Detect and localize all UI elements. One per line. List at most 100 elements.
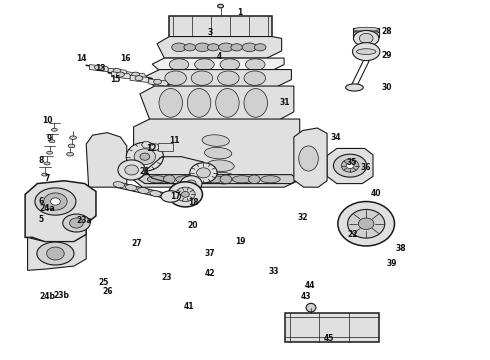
Ellipse shape xyxy=(207,160,234,171)
Ellipse shape xyxy=(359,33,373,43)
Text: 42: 42 xyxy=(204,269,215,278)
Ellipse shape xyxy=(195,43,210,51)
Ellipse shape xyxy=(345,84,363,91)
Text: 24b: 24b xyxy=(39,292,55,301)
Ellipse shape xyxy=(244,89,268,117)
Ellipse shape xyxy=(42,173,48,176)
Polygon shape xyxy=(140,86,294,120)
Ellipse shape xyxy=(37,242,74,265)
Polygon shape xyxy=(157,37,282,58)
Text: 3: 3 xyxy=(207,28,213,37)
Ellipse shape xyxy=(132,72,140,77)
Ellipse shape xyxy=(186,180,196,187)
Ellipse shape xyxy=(135,76,143,81)
Ellipse shape xyxy=(181,192,189,197)
Ellipse shape xyxy=(134,149,156,165)
Polygon shape xyxy=(327,148,373,184)
Text: 20: 20 xyxy=(187,221,197,230)
Ellipse shape xyxy=(147,176,167,183)
Ellipse shape xyxy=(68,144,75,148)
Ellipse shape xyxy=(216,89,239,117)
Polygon shape xyxy=(149,79,168,86)
Polygon shape xyxy=(86,133,127,187)
Ellipse shape xyxy=(44,162,50,165)
Ellipse shape xyxy=(150,190,161,197)
Polygon shape xyxy=(127,72,147,79)
Ellipse shape xyxy=(244,71,266,85)
Ellipse shape xyxy=(358,218,374,229)
Ellipse shape xyxy=(195,59,214,70)
Ellipse shape xyxy=(187,89,211,117)
Text: 33: 33 xyxy=(268,267,279,276)
Polygon shape xyxy=(25,181,96,242)
Text: 28: 28 xyxy=(381,27,392,36)
Ellipse shape xyxy=(67,152,74,156)
Ellipse shape xyxy=(338,202,394,246)
Ellipse shape xyxy=(306,303,316,312)
Text: 23: 23 xyxy=(162,273,172,282)
Ellipse shape xyxy=(113,182,124,188)
Polygon shape xyxy=(139,175,298,184)
Text: 34: 34 xyxy=(330,133,341,142)
Text: 10: 10 xyxy=(42,116,52,125)
Text: 44: 44 xyxy=(304,281,315,290)
Ellipse shape xyxy=(47,151,52,154)
Ellipse shape xyxy=(63,214,90,232)
Ellipse shape xyxy=(248,175,260,184)
Ellipse shape xyxy=(95,65,102,70)
Bar xyxy=(169,16,272,37)
Text: 43: 43 xyxy=(301,292,311,301)
Polygon shape xyxy=(152,58,284,71)
Bar xyxy=(158,143,172,150)
Text: 15: 15 xyxy=(110,75,121,84)
Ellipse shape xyxy=(125,165,139,175)
Ellipse shape xyxy=(125,185,137,190)
Text: 35: 35 xyxy=(346,158,357,167)
Ellipse shape xyxy=(347,210,385,238)
Ellipse shape xyxy=(191,71,213,85)
Ellipse shape xyxy=(192,175,203,184)
Ellipse shape xyxy=(44,193,67,210)
Ellipse shape xyxy=(140,153,150,160)
Ellipse shape xyxy=(356,49,376,54)
Text: 9: 9 xyxy=(47,134,52,143)
Ellipse shape xyxy=(352,42,380,60)
Ellipse shape xyxy=(47,247,64,260)
Text: 40: 40 xyxy=(371,189,381,198)
Text: 24a: 24a xyxy=(39,204,55,213)
Text: 30: 30 xyxy=(381,83,392,92)
Ellipse shape xyxy=(190,163,217,183)
Ellipse shape xyxy=(117,72,124,77)
Ellipse shape xyxy=(175,187,195,202)
Text: 23b: 23b xyxy=(54,291,70,300)
Text: 31: 31 xyxy=(280,98,290,107)
Ellipse shape xyxy=(159,89,182,117)
Text: 18: 18 xyxy=(188,198,199,207)
Text: 8: 8 xyxy=(38,156,44,165)
Ellipse shape xyxy=(113,68,121,73)
Ellipse shape xyxy=(175,176,195,183)
Text: 7: 7 xyxy=(45,174,50,183)
Polygon shape xyxy=(108,68,128,75)
Text: 41: 41 xyxy=(184,302,194,311)
Ellipse shape xyxy=(172,43,186,51)
Text: 37: 37 xyxy=(204,249,215,258)
Ellipse shape xyxy=(353,31,379,46)
Ellipse shape xyxy=(204,176,223,183)
Text: 14: 14 xyxy=(76,54,87,63)
Text: 27: 27 xyxy=(131,239,142,248)
Ellipse shape xyxy=(180,176,202,192)
Ellipse shape xyxy=(169,59,189,70)
Ellipse shape xyxy=(138,188,149,194)
Polygon shape xyxy=(142,142,151,148)
Ellipse shape xyxy=(126,142,163,171)
Ellipse shape xyxy=(162,194,173,199)
Text: 6: 6 xyxy=(38,197,44,206)
Ellipse shape xyxy=(196,168,210,178)
Ellipse shape xyxy=(346,163,354,168)
Text: 22: 22 xyxy=(347,230,358,239)
Text: 25: 25 xyxy=(98,278,108,287)
Text: 16: 16 xyxy=(120,54,130,63)
Ellipse shape xyxy=(245,59,265,70)
Ellipse shape xyxy=(220,59,240,70)
